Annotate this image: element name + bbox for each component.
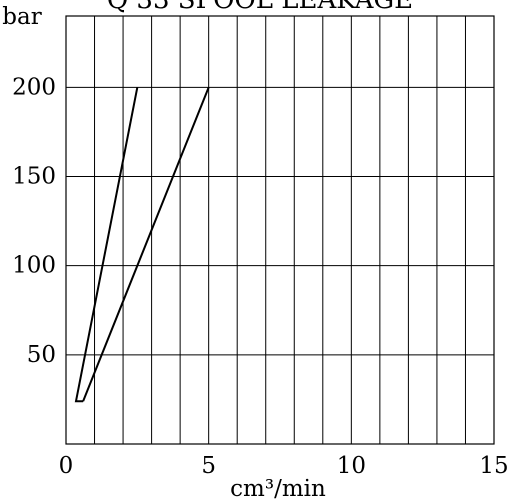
series-line-1 — [74, 87, 139, 403]
tick-layer: 0 5 10 15 50 100 150 200 — [12, 74, 509, 479]
series-layer — [74, 86, 210, 403]
y-tick-label: 150 — [12, 164, 56, 190]
chart-title: Q 33 SPOOL LEAKAGE — [107, 0, 413, 15]
x-axis-label: cm³/min — [230, 476, 326, 499]
x-tick-label: 5 — [201, 453, 216, 479]
y-tick-label: 200 — [12, 74, 56, 100]
x-tick-label: 10 — [337, 453, 366, 479]
x-tick-label: 15 — [479, 453, 508, 479]
plot-frame — [65, 15, 495, 445]
x-tick-label: 0 — [59, 453, 74, 479]
grid-layer — [66, 16, 494, 444]
y-tick-label: 100 — [12, 253, 56, 279]
series-line-2 — [82, 86, 210, 402]
y-tick-label: 50 — [27, 342, 56, 368]
y-axis-label: bar — [2, 4, 41, 30]
